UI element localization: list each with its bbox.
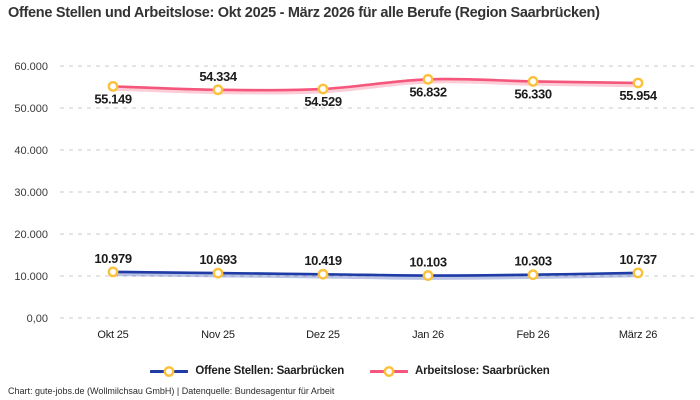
data-point-label: 10.103	[409, 255, 447, 270]
x-tick-label: Nov 25	[201, 329, 235, 341]
data-point-marker	[107, 80, 119, 92]
series-arbeitslose-saarbr-cken: 55.149 54.334 54.529 56.832 56.330 55.954	[94, 69, 658, 109]
data-point-label: 56.832	[409, 84, 447, 99]
data-point-label: 56.330	[514, 86, 552, 101]
legend-label: Offene Stellen: Saarbrücken	[195, 365, 345, 377]
y-tick-label: 50.000	[14, 103, 48, 115]
x-tick-label: März 26	[619, 329, 657, 341]
data-point-label: 10.693	[199, 252, 237, 267]
x-tick-label: Jan 26	[412, 329, 444, 341]
legend-line-marker-icon	[150, 365, 189, 377]
series-line-shadow	[110, 77, 641, 95]
data-point-label: 10.419	[304, 253, 342, 268]
data-point-marker	[317, 83, 329, 95]
series-line	[111, 270, 640, 277]
data-point-marker	[632, 77, 644, 89]
data-point-marker	[422, 73, 434, 85]
x-axis-labels: Okt 25 Nov 25 Dez 25 Jan 26 Feb 26 März 26	[97, 329, 657, 341]
line-chart-plot: 0,00 10.000 20.000 30.000 40.000 50.000 60.000…	[14, 61, 695, 341]
series-line-shadow	[110, 270, 641, 280]
data-point-marker	[632, 267, 644, 279]
x-tick-label: Dez 25	[306, 329, 340, 341]
data-point-marker	[527, 269, 539, 281]
data-point-label: 55.149	[94, 91, 132, 106]
chart-title: Offene Stellen und Arbeitslose: Okt 2025…	[8, 5, 600, 21]
data-point-label: 10.303	[514, 254, 552, 269]
y-tick-label: 40.000	[14, 145, 48, 157]
legend-item-offene-stellen-saarbr-cken[interactable]: Offene Stellen: Saarbrücken	[150, 365, 344, 378]
y-axis-labels: 0,00 10.000 20.000 30.000 40.000 50.000 60.000	[14, 61, 48, 325]
chart-legend: Offene Stellen: Saarbrücken Arbeitslose: …	[0, 361, 700, 381]
data-point-marker	[212, 267, 224, 279]
chart-source-footer: Chart: gute-jobs.de (Wollmilchsau GmbH) …	[8, 386, 335, 396]
x-tick-label: Feb 26	[516, 329, 549, 341]
data-point-marker	[422, 270, 434, 281]
data-point-marker	[212, 84, 224, 96]
data-point-marker	[527, 76, 539, 87]
y-tick-label: 20.000	[14, 229, 48, 241]
data-point-label: 10.737	[619, 252, 657, 267]
legend-line-marker-icon	[370, 365, 409, 377]
series-offene-stellen-saarbr-cken: 10.979 10.693 10.419 10.103 10.303 10.737	[94, 251, 657, 281]
data-point-marker	[107, 266, 119, 278]
data-point-marker	[317, 268, 329, 280]
x-tick-label: Okt 25	[97, 329, 128, 341]
data-point-label: 55.954	[619, 88, 658, 103]
y-tick-label: 0,00	[27, 313, 48, 325]
data-point-label: 54.529	[304, 94, 342, 109]
y-tick-label: 30.000	[14, 187, 48, 199]
legend-item-arbeitslose-saarbr-cken[interactable]: Arbeitslose: Saarbrücken	[370, 365, 550, 378]
gridlines	[60, 65, 695, 319]
y-tick-label: 10.000	[14, 271, 48, 283]
series-line	[111, 77, 640, 92]
data-point-label: 54.334	[199, 69, 238, 84]
legend-label: Arbeitslose: Saarbrücken	[415, 365, 550, 377]
y-tick-label: 60.000	[14, 61, 48, 73]
data-point-label: 10.979	[94, 251, 132, 266]
